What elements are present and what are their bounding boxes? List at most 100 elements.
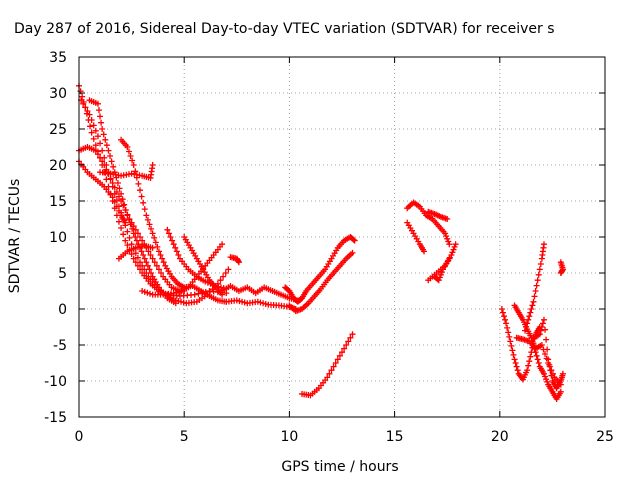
data-point	[125, 216, 132, 223]
data-point	[120, 231, 127, 238]
data-point	[165, 230, 172, 237]
data-point	[538, 324, 545, 330]
data-point	[151, 259, 158, 266]
data-point	[159, 255, 166, 262]
data-point	[548, 372, 555, 379]
data-point	[133, 174, 140, 181]
data-point	[191, 291, 198, 298]
data-point	[122, 237, 129, 244]
x-tick-label: 10	[280, 429, 298, 445]
x-tick-label: 20	[491, 429, 509, 445]
data-point	[448, 252, 455, 258]
y-tick-label: 5	[58, 266, 67, 282]
data-point	[118, 225, 125, 231]
data-point	[505, 329, 512, 336]
data-point	[160, 259, 167, 266]
series-26	[522, 241, 547, 334]
series-20	[425, 208, 451, 222]
data-point	[438, 269, 445, 276]
data-point	[105, 147, 112, 154]
series-5	[86, 97, 179, 307]
series-28	[557, 259, 566, 276]
data-point	[175, 252, 182, 258]
x-tick-label: 15	[386, 429, 404, 445]
data-point	[125, 148, 132, 155]
data-point	[557, 388, 564, 395]
chart-title: Day 287 of 2016, Sidereal Day-to-day VTE…	[14, 21, 555, 37]
data-point	[524, 320, 531, 327]
data-point	[98, 119, 105, 126]
data-point	[90, 122, 97, 129]
data-point	[336, 352, 343, 359]
data-point	[140, 199, 147, 206]
data-point	[451, 243, 458, 250]
data-point	[92, 127, 99, 134]
series-15	[282, 234, 358, 305]
data-point	[542, 373, 549, 380]
data-point	[535, 271, 542, 278]
data-point	[545, 356, 552, 363]
data-point	[557, 270, 564, 276]
data-point	[542, 326, 549, 333]
data-point	[146, 266, 153, 273]
data-point	[527, 309, 534, 316]
data-point	[536, 266, 543, 273]
series-16	[286, 249, 356, 315]
data-point	[350, 236, 357, 243]
data-point	[146, 221, 153, 228]
data-point	[94, 151, 101, 158]
data-point	[525, 316, 532, 323]
data-point	[328, 367, 335, 374]
data-point	[127, 221, 134, 228]
data-point	[499, 309, 506, 316]
y-tick-label: -5	[53, 338, 67, 354]
data-point	[110, 163, 117, 170]
y-tick-label: -15	[44, 410, 67, 426]
data-point	[442, 230, 449, 237]
data-point	[503, 320, 510, 327]
data-point	[522, 327, 529, 334]
data-point	[154, 243, 161, 250]
data-point	[437, 271, 444, 278]
data-point	[102, 136, 109, 143]
data-point	[235, 259, 242, 266]
data-point	[143, 259, 150, 266]
data-point	[143, 212, 150, 219]
data-point	[222, 270, 229, 276]
data-point	[347, 334, 354, 341]
data-point	[542, 351, 549, 357]
data-point	[343, 342, 350, 348]
data-point	[148, 270, 155, 276]
data-point	[115, 207, 122, 214]
data-point	[559, 370, 566, 377]
data-point	[330, 363, 337, 370]
data-point	[341, 345, 348, 352]
data-point	[88, 117, 95, 123]
data-point	[498, 306, 505, 312]
data-point	[103, 166, 110, 173]
data-point	[181, 288, 188, 294]
data-point	[149, 244, 156, 251]
data-point	[129, 225, 136, 232]
data-point	[134, 254, 141, 261]
data-point	[508, 342, 515, 349]
data-point	[504, 324, 511, 331]
data-point	[130, 255, 137, 262]
data-point	[435, 277, 442, 284]
data-point	[139, 237, 146, 244]
y-tick-label: -10	[44, 374, 67, 390]
data-point	[513, 363, 520, 370]
data-point	[114, 180, 121, 186]
y-tick-label: 10	[49, 230, 67, 246]
data-point	[529, 302, 536, 309]
data-point	[94, 100, 101, 107]
data-point	[138, 248, 145, 255]
data-point	[132, 168, 139, 175]
data-point	[111, 184, 118, 191]
y-tick-label: 25	[49, 122, 67, 138]
data-point	[540, 241, 547, 248]
data-point	[220, 273, 227, 280]
data-point	[540, 370, 547, 377]
y-tick-label: 30	[49, 86, 67, 102]
data-point	[164, 226, 171, 233]
